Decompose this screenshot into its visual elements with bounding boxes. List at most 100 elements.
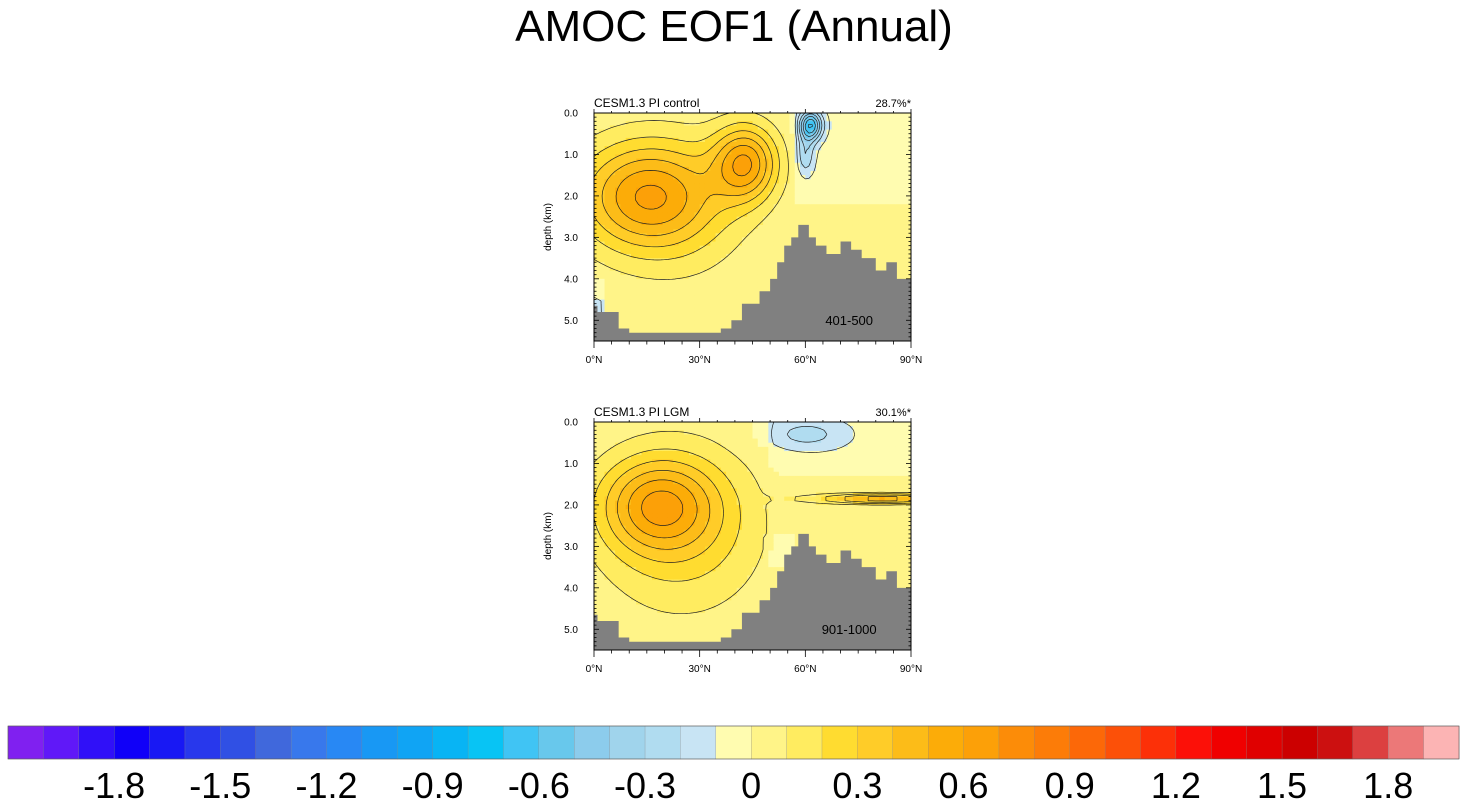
field-cell (646, 467, 653, 473)
field-cell (662, 262, 669, 267)
field-cell (784, 212, 791, 218)
field-cell (710, 625, 717, 630)
field-cell (852, 241, 859, 247)
field-cell (599, 459, 606, 465)
field-cell (731, 233, 738, 238)
field-cell (810, 150, 817, 156)
field-cell (778, 158, 785, 164)
field-cell (667, 525, 674, 531)
field-cell (641, 191, 648, 197)
field-cell (736, 233, 743, 238)
field-cell (720, 562, 727, 568)
field-cell (884, 258, 891, 263)
field-cell (615, 266, 622, 272)
field-cell (599, 249, 606, 255)
field-cell (636, 459, 643, 465)
field-cell (689, 616, 695, 622)
field-cell (657, 229, 664, 234)
field-cell (657, 629, 664, 635)
field-cell (895, 187, 902, 193)
field-cell (868, 142, 875, 147)
field-cell (615, 471, 622, 477)
field-cell (720, 608, 727, 614)
field-cell (694, 175, 701, 180)
field-cell (905, 158, 911, 164)
field-cell (667, 542, 674, 547)
field-cell (720, 195, 727, 201)
field-cell (609, 438, 616, 444)
field-cell (726, 492, 732, 498)
field-cell (630, 324, 637, 330)
field-cell (652, 430, 658, 436)
field-cell (810, 183, 817, 189)
field-cell (699, 142, 706, 147)
field-cell (731, 249, 738, 255)
field-cell (636, 166, 643, 172)
field-cell (731, 500, 738, 506)
field-cell (689, 233, 695, 238)
field-cell (662, 438, 669, 444)
field-cell (599, 212, 606, 218)
field-cell (715, 237, 722, 243)
field-cell (646, 200, 653, 205)
field-cell (768, 266, 775, 272)
field-cell (673, 113, 680, 118)
field-cell (609, 500, 616, 506)
field-cell (594, 146, 600, 151)
field-cell (678, 604, 685, 610)
field-cell (715, 287, 722, 292)
field-cell (821, 166, 828, 172)
field-cell (689, 558, 695, 564)
field-cell (889, 125, 896, 131)
field-cell (646, 529, 653, 535)
field-cell (736, 229, 743, 234)
field-cell (726, 438, 732, 444)
field-cell (731, 133, 738, 139)
field-cell (831, 154, 838, 160)
field-cell (879, 175, 886, 180)
field-cell (657, 278, 664, 284)
field-cell (667, 253, 674, 259)
field-cell (652, 299, 658, 305)
field-cell (673, 287, 680, 292)
field-cell (646, 183, 653, 189)
field-cell (609, 616, 616, 622)
field-cell (657, 158, 664, 164)
field-cell (710, 471, 717, 477)
field-cell (662, 195, 669, 201)
field-cell (604, 220, 611, 226)
field-cell (604, 612, 611, 618)
field-cell (810, 171, 817, 176)
field-cell (704, 117, 711, 122)
field-cell (704, 179, 711, 185)
field-cell (652, 266, 658, 272)
field-cell (630, 529, 637, 535)
field-cell (689, 266, 695, 272)
field-cell (657, 171, 664, 176)
field-cell (863, 175, 870, 180)
field-cell (831, 204, 838, 209)
field-cell (630, 253, 637, 259)
field-cell (731, 307, 738, 313)
field-cell (895, 253, 902, 259)
field-cell (689, 216, 695, 222)
field-cell (831, 158, 838, 164)
field-cell (604, 154, 611, 160)
field-cell (726, 287, 732, 292)
field-cell (594, 175, 600, 180)
field-cell (752, 166, 759, 172)
field-cell (895, 216, 902, 222)
field-cell (752, 208, 759, 214)
field-cell (710, 249, 717, 255)
field-cell (620, 459, 627, 465)
field-cell (673, 558, 680, 564)
field-cell (646, 270, 653, 276)
field-cell (615, 579, 622, 585)
field-cell (604, 504, 611, 510)
field-cell (657, 266, 664, 272)
field-cell (826, 166, 833, 172)
field-cell (858, 187, 865, 193)
field-cell (673, 133, 680, 139)
field-cell (773, 266, 780, 272)
field-cell (837, 158, 843, 164)
